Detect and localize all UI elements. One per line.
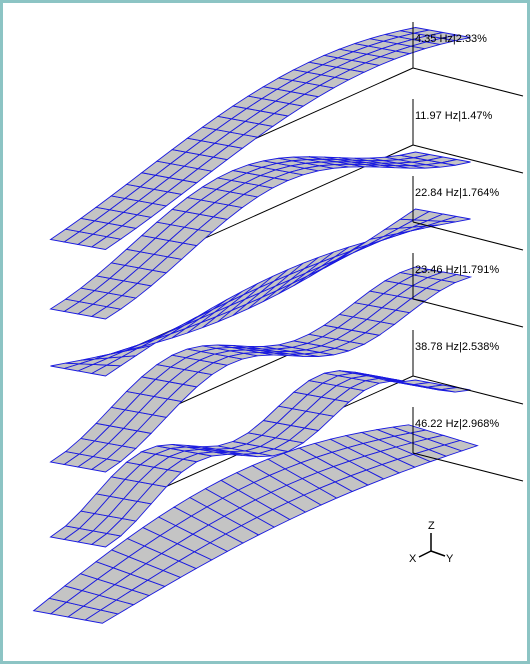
label-leader [412,452,524,482]
mode-label: 38.78 Hz|2.538% [415,341,499,353]
label-leader [412,298,524,328]
mode-label: 46.22 Hz|2.968% [415,418,499,430]
triad-x [418,550,432,558]
mesh-cell [441,387,471,393]
mode-label: 11.97 Hz|1.47% [415,110,492,122]
mesh-cell [441,216,471,223]
label-leader [412,221,524,251]
label-leader [412,144,524,174]
mesh-cell [441,159,471,166]
mode-label: 22.84 Hz|1.764% [415,187,499,199]
triad-y-label: Y [446,553,454,565]
triad-x-label: X [409,553,417,565]
mode-label: 23.46 Hz|1.791% [415,264,499,276]
mesh-cell [439,274,473,283]
triad-z-label: Z [428,520,435,532]
label-leader [412,375,524,405]
mesh-cell [443,440,479,452]
mode-label: 4.35 Hz|2.33% [415,33,487,45]
mesh-cell [441,34,471,42]
triad-y [430,550,446,557]
label-leader [412,67,524,97]
mode-shape-view: 4.35 Hz|2.33% 11.97 Hz|1.47% 22.84 Hz|1.76… [32,22,524,624]
